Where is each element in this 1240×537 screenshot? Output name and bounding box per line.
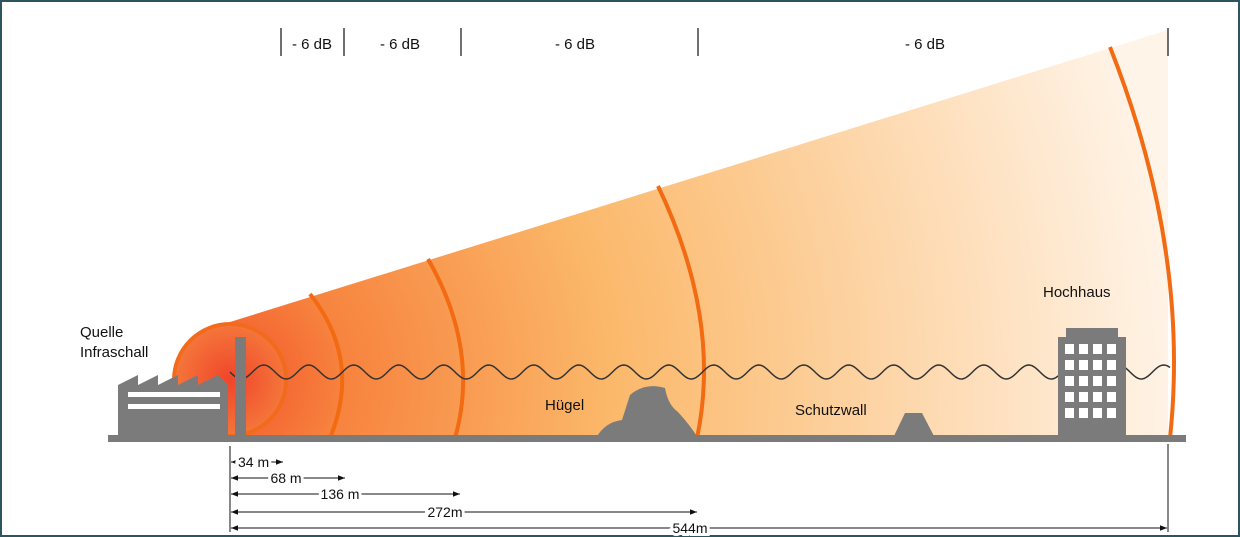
windows <box>1065 344 1116 418</box>
wavefronts <box>308 46 1176 439</box>
infrasound-wave <box>229 364 1171 380</box>
source-label: Infraschall <box>80 344 148 361</box>
window <box>1107 376 1116 386</box>
window <box>1065 360 1074 370</box>
distance-label: 272m <box>427 504 462 520</box>
building-top <box>1066 328 1118 338</box>
factory-stripe <box>128 392 220 397</box>
window <box>1107 344 1116 354</box>
distance-label: 544m <box>672 520 707 536</box>
wall-label: Schutzwall <box>795 402 867 419</box>
window <box>1079 408 1088 418</box>
window <box>1093 392 1102 402</box>
ground <box>108 435 1186 442</box>
window <box>1079 392 1088 402</box>
wavefront <box>426 258 466 439</box>
window <box>1093 408 1102 418</box>
window <box>1107 360 1116 370</box>
window <box>1093 360 1102 370</box>
hill-label: Hügel <box>545 397 584 414</box>
wall <box>893 413 935 438</box>
distance-lines <box>229 444 1169 532</box>
window <box>1065 408 1074 418</box>
wavefront <box>656 185 707 439</box>
window <box>1093 376 1102 386</box>
window <box>1093 344 1102 354</box>
db-label: - 6 dB <box>555 36 595 53</box>
distance-label: 34 m <box>238 454 269 470</box>
window <box>1079 360 1088 370</box>
db-label: - 6 dB <box>380 36 420 53</box>
factory-stripe <box>128 404 220 409</box>
window <box>1079 376 1088 386</box>
window <box>1079 344 1088 354</box>
window <box>1107 392 1116 402</box>
wavefront <box>1108 46 1176 439</box>
db-label: - 6 dB <box>905 36 945 53</box>
window <box>1065 376 1074 386</box>
building-label: Hochhaus <box>1043 284 1111 301</box>
window <box>1107 408 1116 418</box>
distance-label: 136 m <box>321 486 360 502</box>
source-label: Quelle <box>80 324 123 341</box>
hill <box>596 386 698 438</box>
db-label: - 6 dB <box>292 36 332 53</box>
chimney <box>235 337 246 437</box>
distance-label: 68 m <box>270 470 301 486</box>
window <box>1065 344 1074 354</box>
db-separators <box>280 28 1169 56</box>
sound-cone <box>230 30 1168 438</box>
wavefront <box>308 292 345 439</box>
window <box>1065 392 1074 402</box>
